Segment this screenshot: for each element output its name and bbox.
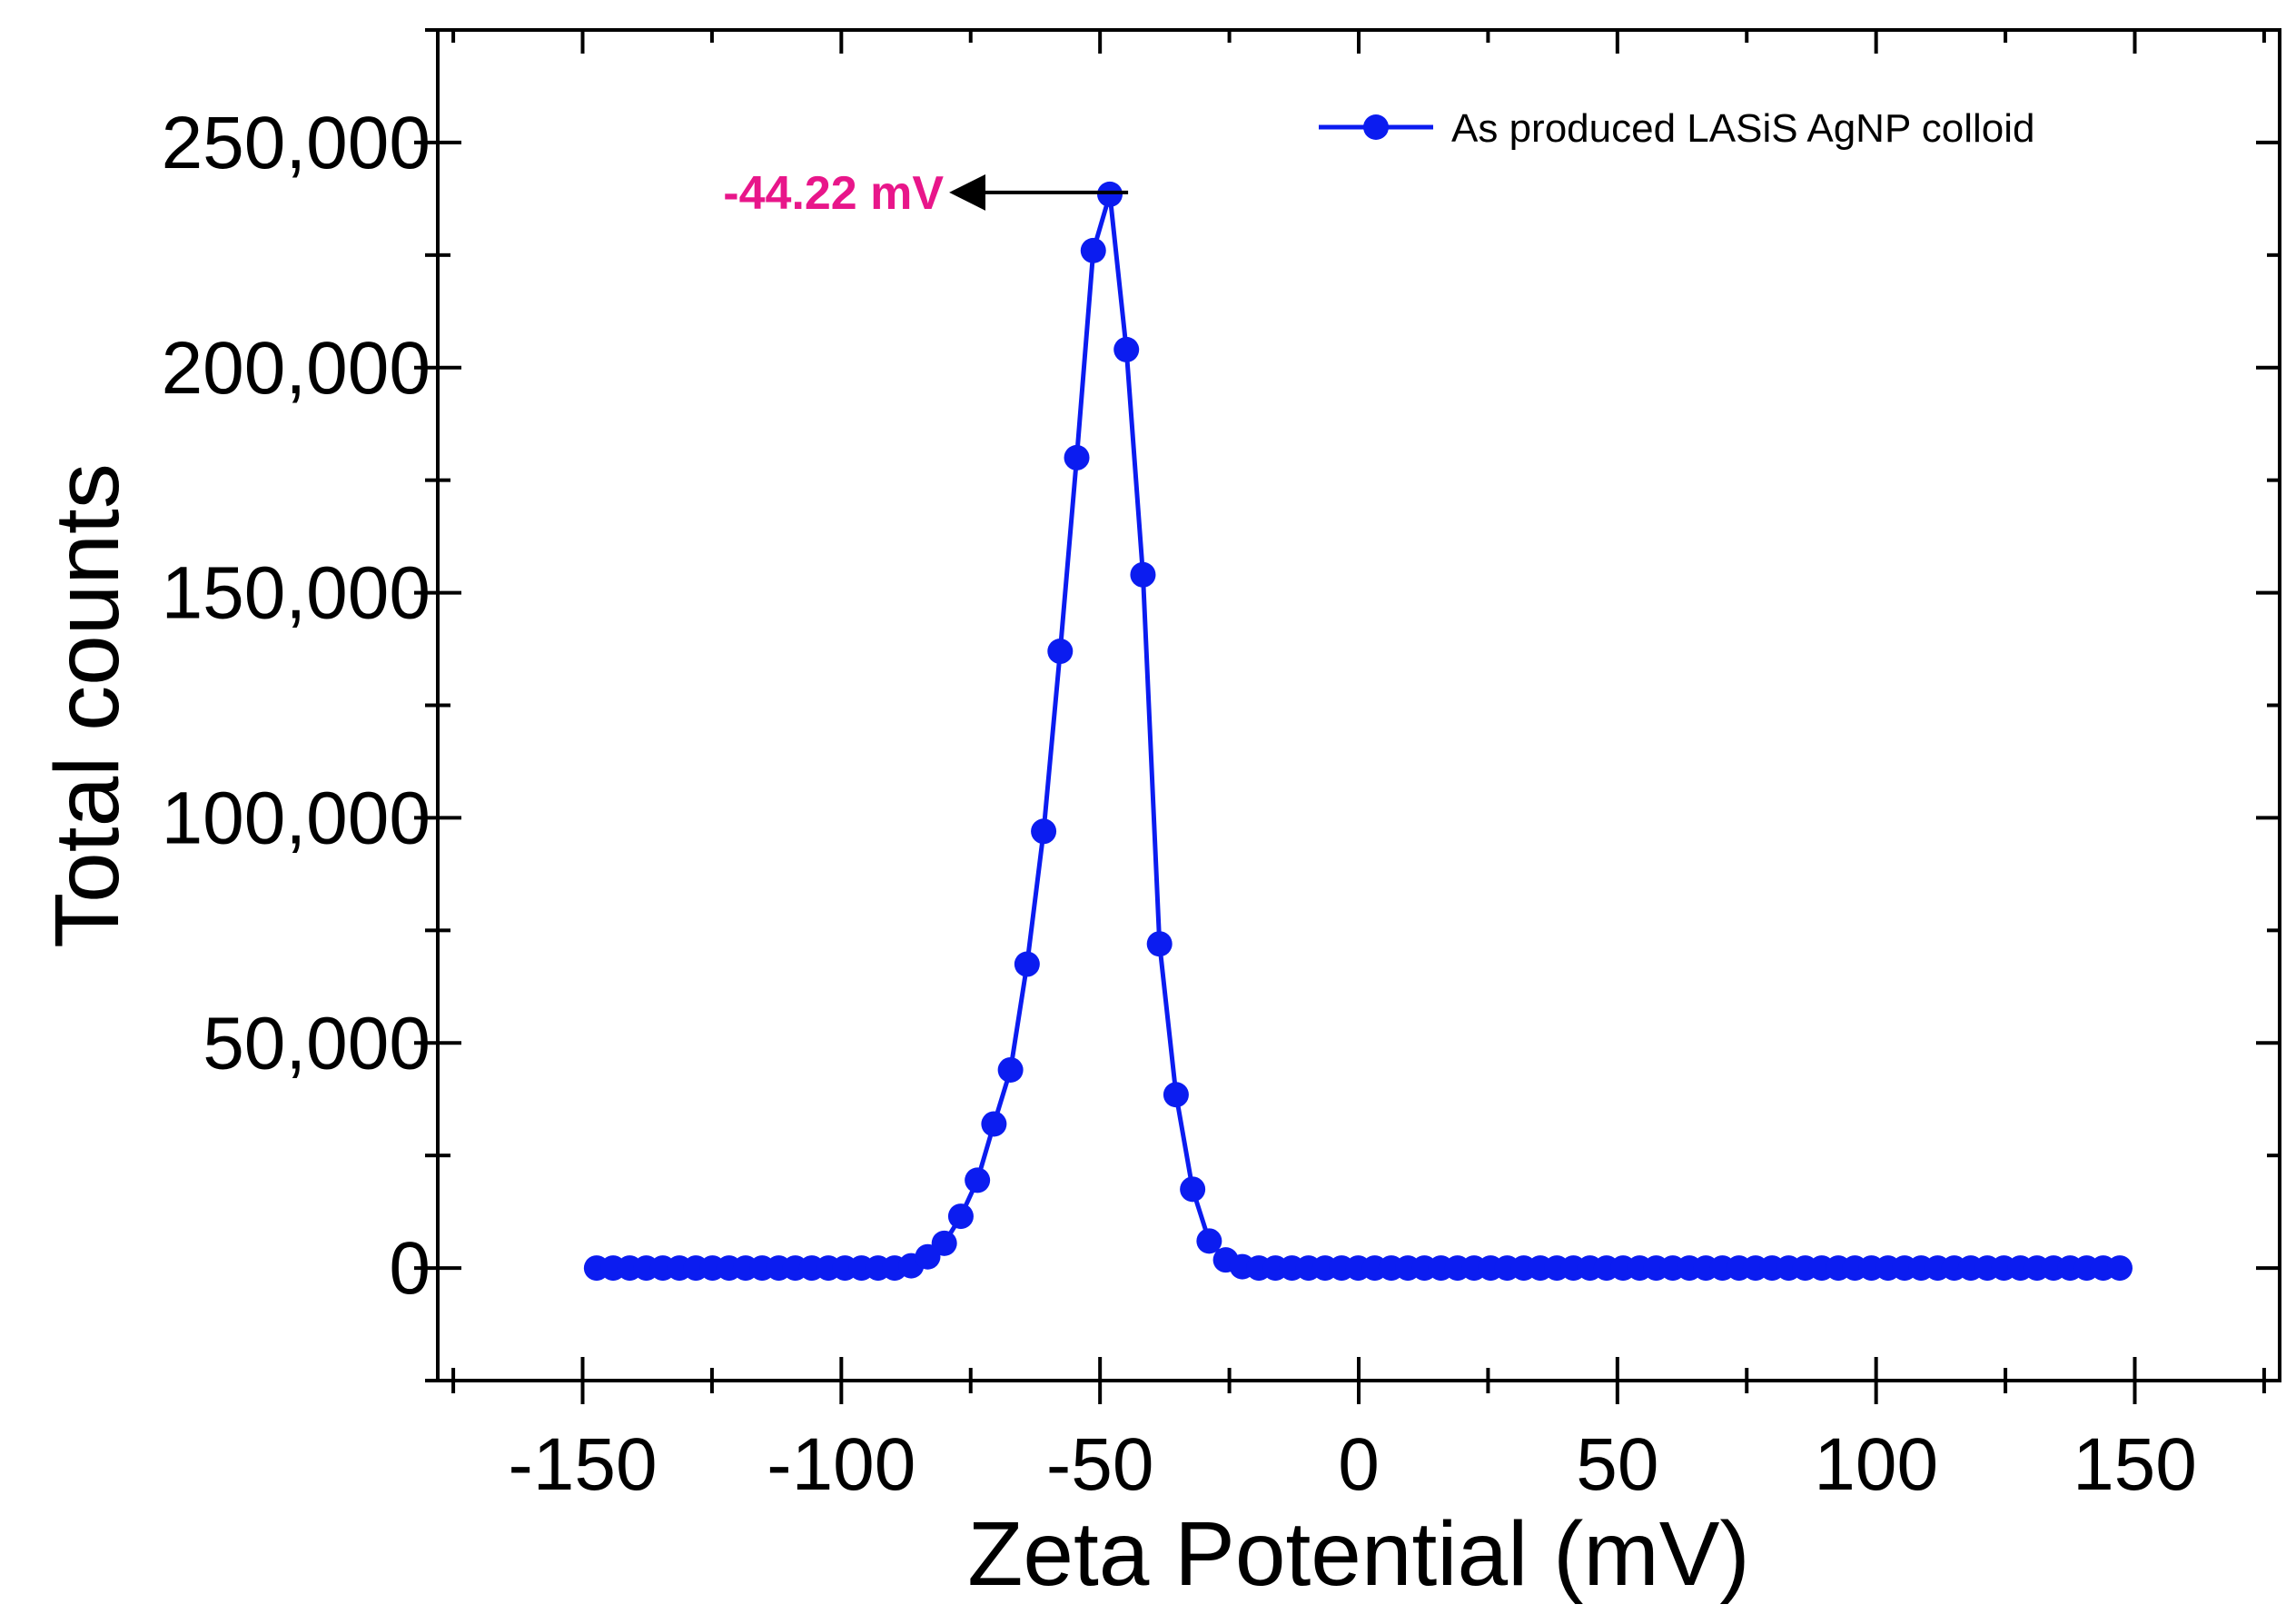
axis-ticks: -150 -100 -50 0 50 100 150 0 50,000 100,000 150,00… xyxy=(162,28,2280,1506)
x-tick-label: -50 xyxy=(1046,1423,1154,1506)
data-point xyxy=(1080,237,1106,263)
annotation-layer: -44.22 mV xyxy=(723,167,1129,220)
data-point xyxy=(1031,818,1057,845)
y-axis-title: Total counts xyxy=(36,463,138,948)
x-tick-label: -150 xyxy=(508,1423,657,1506)
data-point xyxy=(1064,444,1090,470)
y-tick-label: 200,000 xyxy=(162,327,430,410)
peak-annotation-label: -44.22 mV xyxy=(723,167,944,220)
data-point xyxy=(1047,639,1074,665)
legend-marker xyxy=(1363,114,1389,140)
y-tick-label: 50,000 xyxy=(203,1002,430,1084)
data-point xyxy=(1196,1228,1222,1254)
y-tick-label: 150,000 xyxy=(162,552,430,635)
data-point xyxy=(997,1056,1024,1083)
legend: As produced LASiS AgNP colloid xyxy=(1319,106,2034,151)
data-point xyxy=(931,1230,957,1256)
data-point xyxy=(1146,931,1173,957)
plot-frame xyxy=(436,28,2281,1382)
data-point xyxy=(981,1111,1007,1137)
y-tick-label: 0 xyxy=(389,1227,430,1310)
y-tick-label: 250,000 xyxy=(162,102,430,184)
data-point xyxy=(2106,1255,2133,1282)
data-point xyxy=(1130,561,1156,588)
x-tick-label: 50 xyxy=(1576,1423,1658,1506)
x-tick-label: 150 xyxy=(2073,1423,2197,1506)
y-tick-label: 100,000 xyxy=(162,777,430,859)
data-point xyxy=(1163,1082,1189,1108)
data-point xyxy=(947,1203,974,1230)
x-tick-label: -100 xyxy=(767,1423,915,1506)
series-layer xyxy=(583,181,2133,1282)
x-axis-title: Zeta Potential (mV) xyxy=(967,1503,1749,1605)
x-tick-label: 0 xyxy=(1338,1423,1380,1506)
data-point xyxy=(1180,1176,1206,1203)
x-tick-label: 100 xyxy=(1814,1423,1938,1506)
data-point xyxy=(1113,336,1140,362)
data-point xyxy=(965,1167,991,1193)
data-point xyxy=(1014,951,1040,977)
series-line xyxy=(596,193,2120,1271)
legend-label: As produced LASiS AgNP colloid xyxy=(1451,106,2034,151)
